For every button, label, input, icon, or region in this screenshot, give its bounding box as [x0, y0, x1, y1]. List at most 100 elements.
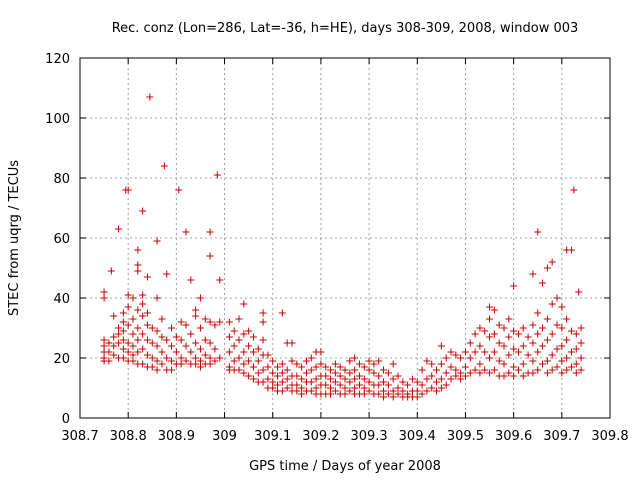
data-point — [466, 354, 474, 362]
data-point — [399, 378, 407, 386]
data-point — [249, 333, 257, 341]
data-point — [206, 354, 214, 362]
data-point — [570, 186, 578, 194]
data-point — [317, 360, 325, 368]
grid-lines — [80, 58, 610, 418]
data-point — [394, 372, 402, 380]
data-point — [158, 360, 166, 368]
data-point — [240, 300, 248, 308]
data-point — [168, 342, 176, 350]
data-point — [240, 369, 248, 377]
data-point — [447, 348, 455, 356]
data-point — [153, 366, 161, 374]
data-point — [230, 342, 238, 350]
data-point — [143, 351, 151, 359]
data-point — [160, 162, 168, 170]
data-point — [115, 330, 123, 338]
data-point — [245, 357, 253, 365]
data-point — [529, 357, 537, 365]
data-point — [558, 303, 566, 311]
data-point — [389, 393, 397, 401]
data-point — [322, 381, 330, 389]
data-point — [548, 366, 556, 374]
data-point — [298, 363, 306, 371]
data-point — [254, 345, 262, 353]
data-point — [486, 354, 494, 362]
data-point — [500, 372, 508, 380]
data-point — [115, 225, 123, 233]
data-point — [163, 336, 171, 344]
data-point — [539, 360, 547, 368]
data-point — [490, 366, 498, 374]
data-point — [514, 348, 522, 356]
data-point — [476, 324, 484, 332]
data-point — [240, 348, 248, 356]
data-point — [153, 294, 161, 302]
data-point — [331, 378, 339, 386]
data-point — [182, 228, 190, 236]
data-point — [288, 357, 296, 365]
data-point — [115, 324, 123, 332]
data-point — [146, 93, 154, 101]
data-point — [572, 369, 580, 377]
data-point — [283, 384, 291, 392]
data-point — [211, 321, 219, 329]
y-tick-label: 0 — [62, 412, 70, 427]
data-point — [254, 357, 262, 365]
data-point — [553, 294, 561, 302]
data-point — [153, 342, 161, 350]
data-point — [322, 372, 330, 380]
data-point — [110, 333, 118, 341]
data-point — [384, 369, 392, 377]
data-point — [331, 369, 339, 377]
data-point — [336, 363, 344, 371]
data-point — [466, 339, 474, 347]
y-tick-label: 100 — [45, 112, 70, 127]
data-point — [158, 315, 166, 323]
data-point — [495, 357, 503, 365]
data-point — [567, 348, 575, 356]
data-point — [486, 369, 494, 377]
data-point — [577, 354, 585, 362]
data-point — [365, 387, 373, 395]
data-point — [351, 384, 359, 392]
data-point — [107, 267, 115, 275]
data-point — [380, 393, 388, 401]
x-tick-label: 309.8 — [591, 429, 628, 444]
data-point — [572, 330, 580, 338]
data-point — [543, 315, 551, 323]
data-point — [187, 330, 195, 338]
data-point — [437, 375, 445, 383]
data-point — [153, 357, 161, 365]
y-tick-label: 80 — [53, 172, 70, 187]
data-point — [490, 330, 498, 338]
data-point — [437, 384, 445, 392]
data-point — [567, 363, 575, 371]
data-point — [543, 264, 551, 272]
data-point — [206, 228, 214, 236]
y-axis-label: STEC from uqrg / TECUs — [7, 160, 22, 316]
data-point — [394, 390, 402, 398]
data-point — [423, 375, 431, 383]
data-point — [134, 348, 142, 356]
data-point — [447, 363, 455, 371]
data-point — [148, 354, 156, 362]
data-point — [346, 378, 354, 386]
data-point — [249, 363, 257, 371]
data-point — [196, 357, 204, 365]
data-point — [206, 339, 214, 347]
data-point — [129, 342, 137, 350]
data-point — [543, 357, 551, 365]
data-point — [572, 345, 580, 353]
data-point — [510, 363, 518, 371]
data-point — [110, 342, 118, 350]
data-point — [543, 369, 551, 377]
data-point — [196, 324, 204, 332]
data-point — [341, 390, 349, 398]
data-point — [346, 369, 354, 377]
data-point — [457, 375, 465, 383]
data-point — [360, 390, 368, 398]
data-point — [235, 336, 243, 344]
data-point — [119, 318, 127, 326]
data-point — [529, 369, 537, 377]
